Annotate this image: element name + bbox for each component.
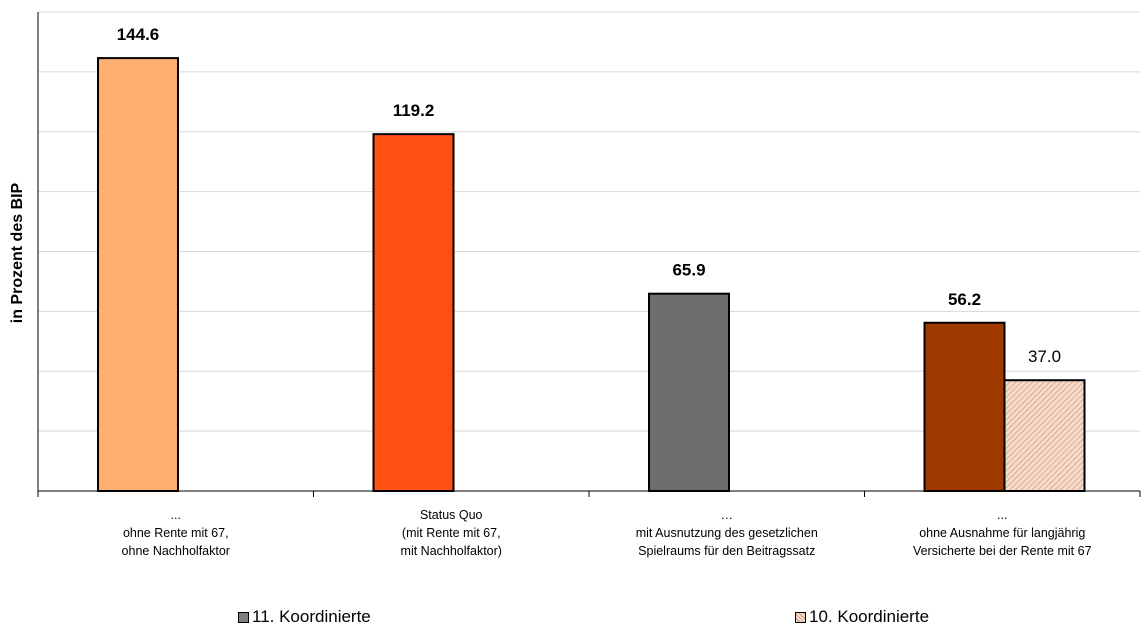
category-label-2: Status Quo (mit Rente mit 67, mit Nachholf… (401, 508, 502, 558)
category-label-3: … mit Ausnutzung des gesetzlichen Spielrau… (636, 508, 818, 558)
chart: 144.6 119.2 65.9 56.2 37.0 ... ohne Rente mit… (9, 11, 1141, 558)
data-label-series-2-cat-4: 37.0 (1028, 347, 1061, 366)
category-labels: ... ohne Rente mit 67, ohne Nachholfaktor S… (122, 508, 1092, 558)
data-label-series-1-cat-4: 56.2 (948, 290, 981, 309)
legend-label-series-1: 11. Koordinierte (252, 607, 371, 626)
legend-label-series-2: 10. Koordinierte (809, 607, 930, 626)
bar-series-1-cat-1 (97, 57, 179, 492)
bar-series-2-cat-4 (1003, 379, 1086, 493)
legend-swatch-series-2 (795, 611, 806, 623)
legend-swatch-series-1 (238, 611, 249, 623)
category-label-1: ... ohne Rente mit 67, ohne Nachholfaktor (122, 508, 230, 558)
bar-series-1-cat-4 (923, 321, 1006, 492)
legend-item-series-2: 10. Koordinierte (795, 607, 929, 627)
data-label-series-1-cat-1: 144.6 (117, 25, 160, 44)
data-labels: 144.6 119.2 65.9 56.2 37.0 (117, 25, 1061, 366)
y-axis-label: in Prozent des BIP (9, 182, 26, 323)
bar-series-1-cat-2 (372, 133, 455, 493)
data-label-series-1-cat-2: 119.2 (393, 101, 435, 120)
category-label-4: ... ohne Ausnahme für langjährig Versicher… (913, 508, 1092, 558)
bars (97, 57, 1086, 493)
data-label-series-1-cat-3: 65.9 (672, 261, 705, 280)
bar-series-1-cat-3 (648, 292, 730, 493)
legend-item-series-1: 11. Koordinierte (238, 607, 371, 627)
